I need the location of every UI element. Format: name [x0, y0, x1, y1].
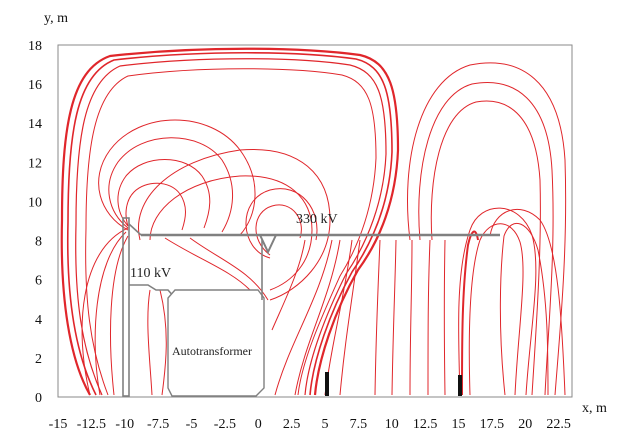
field-line-mid-4 — [245, 188, 318, 259]
portal-left — [122, 217, 130, 397]
field-line-down-3 — [164, 237, 251, 291]
y-ticks: 0 2 4 6 8 10 12 14 16 18 — [28, 39, 42, 406]
field-line-v4 — [427, 239, 431, 396]
field-line-r3 — [294, 239, 341, 396]
autotransformer-box — [167, 289, 265, 397]
field-line-v1 — [374, 239, 381, 396]
portal-left-arm — [128, 223, 142, 236]
y-tick-label: 6 — [35, 274, 42, 289]
x-tick-label: 17.5 — [480, 417, 505, 432]
field-line-mid-1 — [138, 148, 331, 301]
x-tick-label: 5 — [322, 417, 329, 432]
field-line-left-3 — [117, 159, 211, 229]
field-line-outer-1 — [60, 47, 400, 396]
y-tick-label: 0 — [35, 391, 42, 406]
label-autotransformer: Autotransformer — [172, 344, 252, 358]
field-line-outer-4 — [85, 68, 377, 396]
x-tick-label: 10 — [385, 417, 399, 432]
x-tick-label: 20 — [518, 417, 532, 432]
field-line-left-6 — [94, 231, 127, 396]
field-line-left-1 — [98, 119, 256, 236]
x-tick-label: -5 — [186, 417, 198, 432]
label-110kv: 110 kV — [130, 266, 171, 281]
field-line-v3 — [409, 239, 413, 396]
x-tick-label: -10 — [115, 417, 134, 432]
x-tick-label: -2.5 — [214, 417, 236, 432]
field-line-left-4 — [125, 182, 186, 231]
label-330kv: 330 kV — [296, 212, 338, 227]
x-tick-label: 12.5 — [413, 417, 438, 432]
field-line-right-loop-7 — [499, 223, 549, 396]
x-tick-label: 2.5 — [283, 417, 301, 432]
structures-group — [122, 217, 500, 397]
y-tick-label: 16 — [28, 78, 42, 93]
field-line-right-loop-4 — [458, 207, 537, 396]
y-tick-label: 4 — [35, 313, 42, 328]
field-line-right-loop-3 — [430, 100, 541, 396]
field-line-mid-3 — [255, 204, 302, 256]
field-line-outer-2 — [66, 51, 393, 396]
y-tick-label: 12 — [28, 156, 42, 171]
y-tick-label: 18 — [28, 39, 42, 54]
post-2 — [458, 375, 462, 396]
x-ticks: -15 -12.5 -10 -7.5 -5 -2.5 0 2.5 5 7.5 10 12.5 15 17.… — [49, 417, 571, 432]
x-tick-label: 7.5 — [350, 417, 368, 432]
y-tick-label: 10 — [28, 195, 42, 210]
field-line-right-loop-5 — [468, 223, 524, 396]
field-line-v2 — [391, 239, 397, 396]
post-1 — [325, 372, 329, 396]
field-lines-group — [60, 47, 567, 396]
field-line-right-loop-6 — [461, 230, 479, 396]
field-line-left-2 — [108, 137, 234, 233]
field-line-left-5 — [81, 227, 129, 396]
field-line-mid-2 — [149, 175, 313, 291]
field-line-r2 — [274, 239, 333, 396]
x-tick-label: 22.5 — [546, 417, 571, 432]
x-tick-label: -15 — [49, 417, 68, 432]
x-axis-label: x, m — [582, 401, 607, 416]
y-axis-label: y, m — [44, 11, 68, 26]
field-line-right-loop-2 — [418, 82, 554, 396]
field-line-r5 — [339, 239, 361, 396]
x-tick-label: -12.5 — [77, 417, 106, 432]
x-tick-label: -7.5 — [147, 417, 169, 432]
field-line-left-7 — [110, 235, 129, 396]
y-tick-label: 14 — [28, 117, 42, 132]
y-tick-label: 8 — [35, 235, 42, 250]
busbar-110 — [129, 284, 176, 299]
x-tick-label: 0 — [255, 417, 262, 432]
x-tick-label: 15 — [452, 417, 466, 432]
field-line-down-1 — [147, 289, 153, 396]
field-line-down-2 — [159, 289, 167, 396]
plot-frame — [57, 44, 573, 398]
field-line-r1 — [271, 239, 306, 331]
y-tick-label: 2 — [35, 352, 42, 367]
field-line-right-loop-8 — [489, 209, 566, 396]
field-line-right-loop-1 — [407, 62, 567, 396]
field-line-v5 — [443, 239, 446, 396]
